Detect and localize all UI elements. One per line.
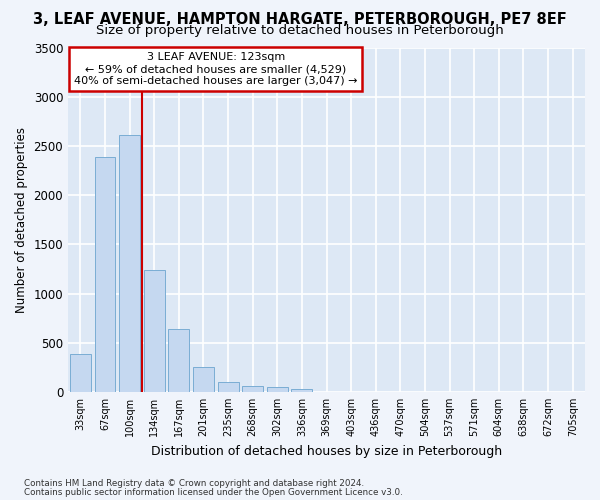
Bar <box>95 156 115 392</box>
Text: Contains public sector information licensed under the Open Government Licence v3: Contains public sector information licen… <box>24 488 403 497</box>
Bar <box>144 270 164 392</box>
Bar <box>193 368 214 392</box>
Text: 3, LEAF AVENUE, HAMPTON HARGATE, PETERBOROUGH, PE7 8EF: 3, LEAF AVENUE, HAMPTON HARGATE, PETERBO… <box>33 12 567 28</box>
Text: Size of property relative to detached houses in Peterborough: Size of property relative to detached ho… <box>96 24 504 37</box>
Bar <box>119 135 140 392</box>
Text: Contains HM Land Registry data © Crown copyright and database right 2024.: Contains HM Land Registry data © Crown c… <box>24 478 364 488</box>
Bar <box>70 354 91 392</box>
Bar <box>218 382 239 392</box>
Bar <box>169 329 189 392</box>
Y-axis label: Number of detached properties: Number of detached properties <box>15 126 28 312</box>
Text: 3 LEAF AVENUE: 123sqm
← 59% of detached houses are smaller (4,529)
40% of semi-d: 3 LEAF AVENUE: 123sqm ← 59% of detached … <box>74 52 358 86</box>
Bar <box>242 386 263 392</box>
Bar <box>292 389 313 392</box>
Bar <box>267 387 288 392</box>
X-axis label: Distribution of detached houses by size in Peterborough: Distribution of detached houses by size … <box>151 444 502 458</box>
